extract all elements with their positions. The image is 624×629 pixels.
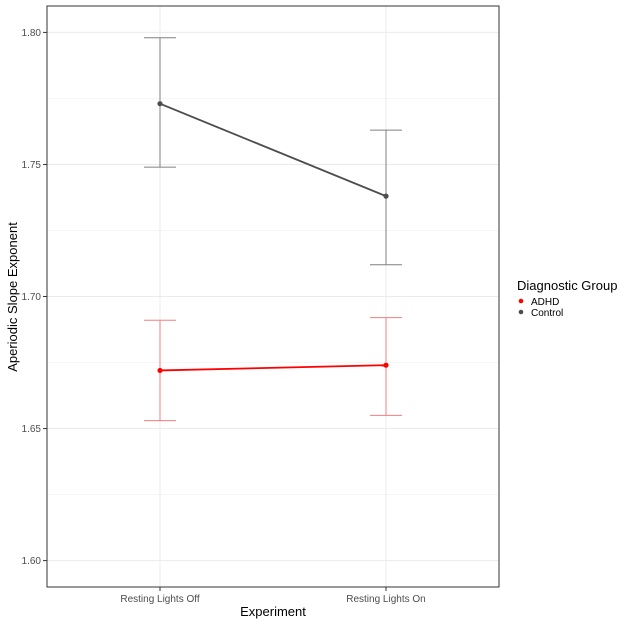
series-layer (144, 37, 402, 422)
legend-title: Diagnostic Group (517, 278, 617, 293)
data-point (383, 193, 389, 199)
y-axis-title: Aperiodic Slope Exponent (5, 222, 20, 372)
y-tick-label: 1.75 (22, 160, 42, 171)
y-tick-label: 1.70 (22, 292, 42, 303)
x-tick-label: Resting Lights Off (120, 594, 200, 605)
series-line (159, 364, 387, 372)
y-tick-label: 1.65 (22, 424, 42, 435)
x-tick-label: Resting Lights On (346, 594, 426, 605)
data-point (157, 101, 163, 107)
legend-key (518, 309, 524, 315)
y-tick-label: 1.80 (22, 28, 42, 39)
axis-layer: 1.60 1.65 1.70 1.75 1.80 Resting Lights Off Re… (22, 5, 500, 605)
legend-label: ADHD (531, 297, 559, 308)
series-line (159, 102, 387, 197)
data-point (383, 362, 389, 368)
legend-label: Control (531, 308, 563, 319)
data-point (157, 367, 163, 374)
x-axis-title: Experiment (240, 604, 306, 619)
legend-key (518, 298, 524, 304)
series-control (144, 37, 402, 266)
y-tick-label: 1.60 (22, 556, 42, 567)
series-adhd (144, 317, 402, 422)
grid-layer (47, 6, 499, 587)
